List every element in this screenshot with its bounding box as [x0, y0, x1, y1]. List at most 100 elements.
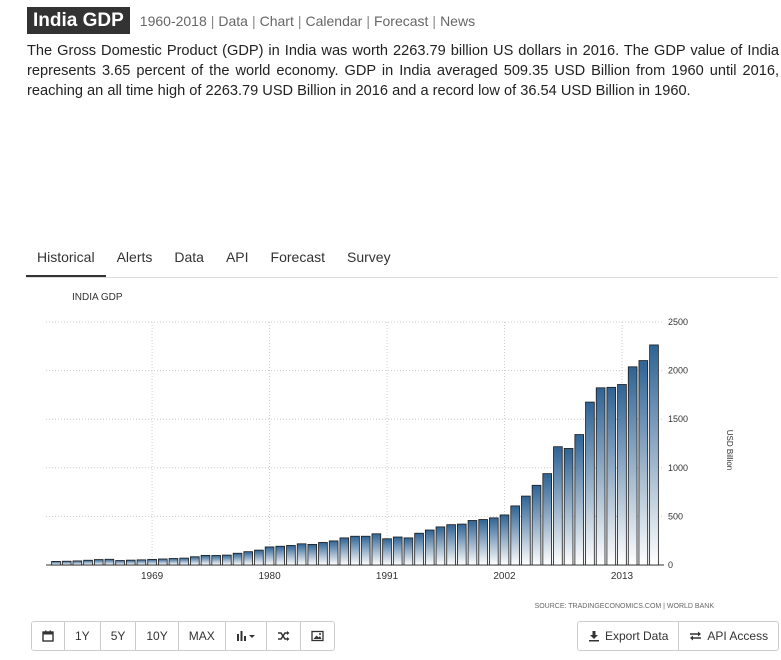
page-title: India GDP	[27, 7, 130, 34]
bar-1970[interactable]	[158, 558, 168, 566]
x-tick-label: 2002	[493, 571, 516, 582]
bar-1997[interactable]	[446, 524, 456, 566]
chart-type-button[interactable]	[225, 622, 267, 650]
bar-1980[interactable]	[264, 546, 275, 566]
compare-button[interactable]	[266, 622, 301, 650]
bar-1981[interactable]	[275, 545, 286, 566]
bar-1963[interactable]	[83, 559, 93, 566]
bar-1978[interactable]	[243, 551, 253, 566]
range-5y-button[interactable]: 5Y	[100, 622, 137, 650]
bar-1975[interactable]	[211, 555, 221, 566]
x-tick-label: 2013	[611, 571, 634, 582]
bar-1968[interactable]	[136, 559, 147, 566]
bar-1984[interactable]	[307, 543, 318, 566]
bar-2003[interactable]	[510, 505, 520, 566]
range-max-button[interactable]: MAX	[178, 622, 226, 650]
link-news[interactable]: News	[440, 12, 476, 29]
bar-1966[interactable]	[115, 560, 125, 566]
bar-2004[interactable]	[521, 495, 531, 566]
bar-2013[interactable]	[617, 384, 627, 566]
bar-1965[interactable]	[104, 558, 115, 566]
tab-api[interactable]: API	[225, 249, 249, 265]
range-10y-button[interactable]: 10Y	[136, 622, 179, 650]
bar-2007[interactable]	[553, 446, 563, 566]
bar-1996[interactable]	[435, 526, 446, 566]
tab-survey[interactable]: Survey	[347, 249, 391, 265]
bar-1964[interactable]	[93, 559, 104, 566]
bar-1993[interactable]	[403, 537, 414, 566]
separator: |	[297, 12, 302, 29]
chart-toolbar: 1Y 5Y 10Y MAX	[31, 621, 335, 651]
bar-2000[interactable]	[478, 519, 488, 566]
bar-1994[interactable]	[414, 532, 424, 566]
range-1y-button[interactable]: 1Y	[65, 622, 101, 650]
x-tick-label: 1969	[141, 571, 164, 582]
bar-1976[interactable]	[222, 554, 232, 566]
link-calendar[interactable]: Calendar	[305, 12, 363, 29]
x-tick-label: 1991	[376, 571, 399, 582]
separator: |	[210, 12, 215, 29]
bar-1990[interactable]	[371, 533, 382, 566]
image-icon	[311, 630, 324, 642]
bar-2016[interactable]	[649, 344, 659, 566]
bar-1985[interactable]	[318, 542, 328, 566]
bar-2006[interactable]	[542, 473, 552, 566]
chevron-down-icon	[248, 630, 256, 642]
chart-container: INDIA GDP 0 500 1000 1500 2000 2500 1969 1980 1…	[26, 278, 778, 618]
bar-1967[interactable]	[125, 559, 136, 566]
bar-1969[interactable]	[147, 558, 157, 566]
exchange-icon	[689, 630, 702, 642]
link-chart[interactable]: Chart	[259, 12, 294, 29]
api-access-label: API Access	[707, 629, 769, 643]
export-data-button[interactable]: Export Data	[578, 622, 680, 650]
header-links: 1960-2018 | Data | Chart | Calendar | Forecast | N…	[140, 13, 475, 29]
bar-2011[interactable]	[595, 387, 606, 566]
tab-bar: Historical Alerts Data API Forecast Surv…	[26, 240, 778, 278]
calendar-button[interactable]	[32, 622, 65, 650]
bar-1982[interactable]	[286, 545, 296, 566]
bar-2009[interactable]	[574, 434, 585, 566]
bar-1971[interactable]	[168, 558, 179, 566]
bar-1974[interactable]	[200, 554, 211, 566]
bar-2008[interactable]	[563, 448, 574, 566]
tab-historical[interactable]: Historical	[26, 240, 106, 277]
tab-forecast[interactable]: Forecast	[270, 249, 325, 265]
bar-1962[interactable]	[72, 560, 83, 566]
bar-2012[interactable]	[606, 386, 617, 566]
link-data[interactable]: Data	[218, 12, 248, 29]
bar-1995[interactable]	[424, 529, 435, 566]
bar-1999[interactable]	[467, 520, 478, 566]
gdp-chart: INDIA GDP 0 500 1000 1500 2000 2500 1969 1980 1…	[46, 292, 734, 610]
y-axis-label: USD Billion	[725, 430, 734, 470]
bar-1998[interactable]	[457, 523, 467, 566]
link-forecast[interactable]: Forecast	[373, 12, 429, 29]
description: The Gross Domestic Product (GDP) in Indi…	[27, 43, 779, 99]
bar-1979[interactable]	[254, 549, 264, 566]
bar-1961[interactable]	[61, 560, 72, 566]
bar-1960[interactable]	[51, 561, 61, 566]
tab-alerts[interactable]: Alerts	[116, 249, 153, 265]
image-button[interactable]	[300, 622, 334, 650]
bar-2002[interactable]	[499, 514, 510, 566]
bar-1991[interactable]	[382, 538, 392, 566]
link-years[interactable]: 1960-2018	[139, 12, 207, 29]
bar-1992[interactable]	[392, 536, 403, 566]
bar-1977[interactable]	[232, 552, 243, 566]
bar-1987[interactable]	[339, 537, 350, 566]
bar-2015[interactable]	[638, 360, 649, 566]
api-access-button[interactable]: API Access	[679, 622, 779, 650]
bar-1989[interactable]	[360, 535, 371, 566]
bar-2014[interactable]	[627, 366, 638, 566]
bar-1973[interactable]	[190, 556, 200, 566]
separator: |	[366, 12, 370, 29]
bar-2005[interactable]	[531, 484, 542, 566]
y-tick-label: 0	[668, 560, 673, 570]
shuffle-icon	[277, 630, 290, 642]
bar-1988[interactable]	[350, 535, 360, 566]
bar-1986[interactable]	[328, 540, 339, 566]
bar-1983[interactable]	[296, 543, 307, 566]
bar-2010[interactable]	[585, 401, 595, 566]
tab-data[interactable]: Data	[174, 249, 204, 265]
bar-1972[interactable]	[179, 557, 189, 566]
bar-2001[interactable]	[489, 517, 499, 566]
